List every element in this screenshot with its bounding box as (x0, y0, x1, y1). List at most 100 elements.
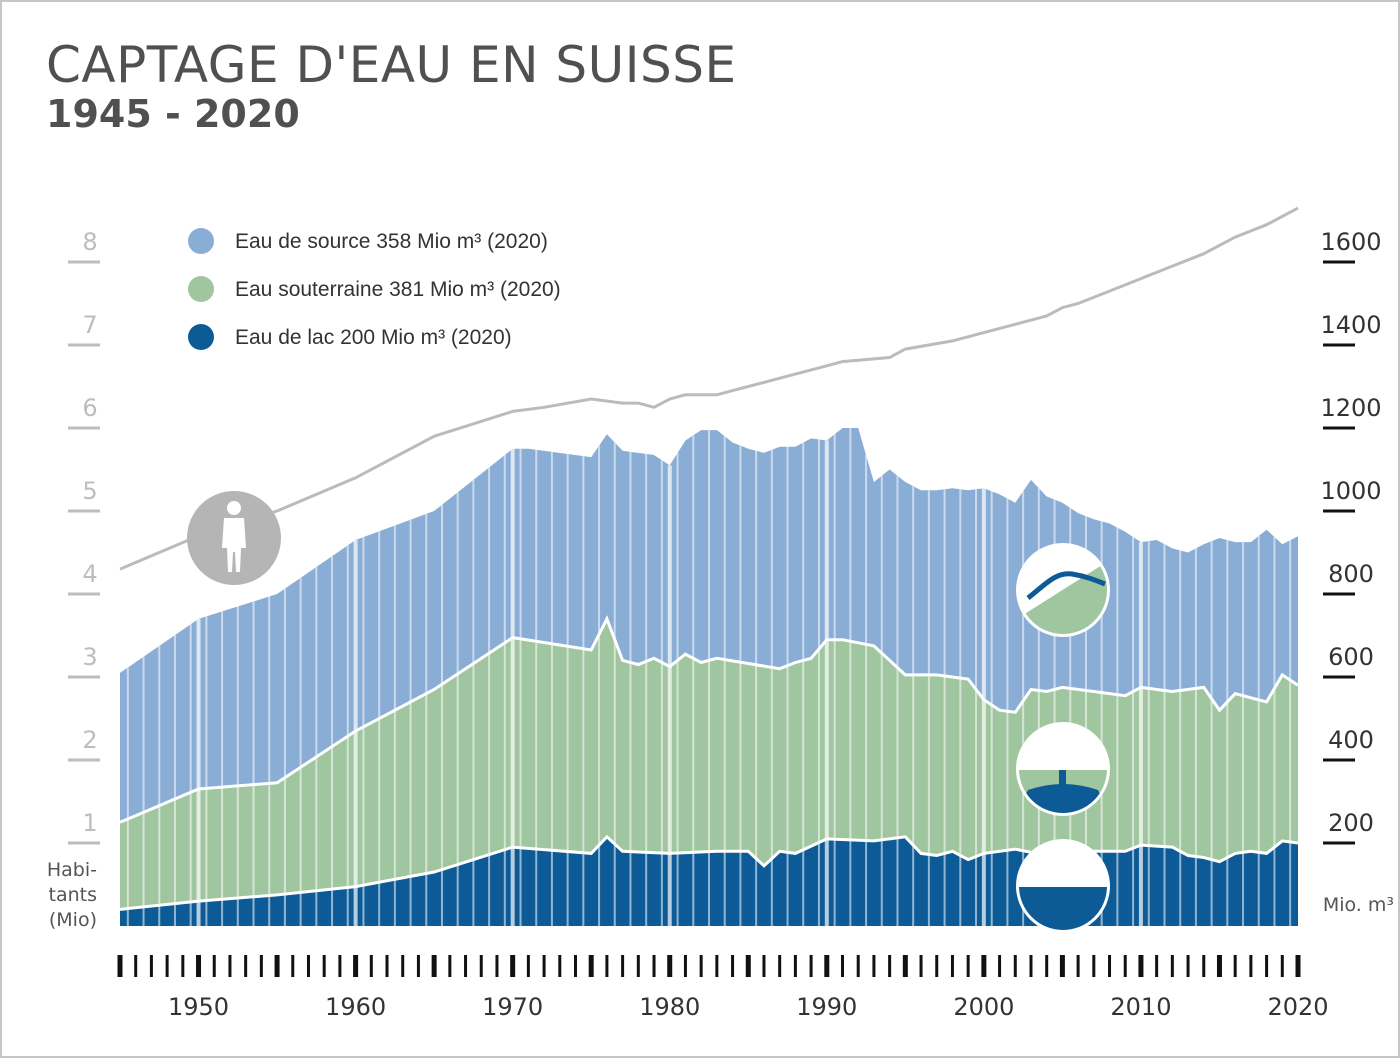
x-tick-mark (1186, 955, 1190, 977)
left-axis-label: tants (49, 884, 97, 906)
legend: Eau de source 358 Mio m³ (2020) Eau soute… (188, 228, 561, 350)
legend-swatch (188, 324, 214, 350)
x-tick-mark (1265, 955, 1269, 977)
x-tick-mark (699, 955, 703, 977)
x-tick-mark (1295, 955, 1301, 977)
x-tick-mark (149, 955, 153, 977)
legend-label: Eau de lac 200 Mio m³ (2020) (235, 326, 512, 349)
legend-label: Eau de source 358 Mio m³ (2020) (235, 230, 548, 253)
x-tick-mark (1249, 955, 1253, 977)
x-tick-mark (385, 955, 389, 977)
boundary-souterraine (119, 615, 1299, 824)
x-tick-label: 2020 (1267, 993, 1328, 1021)
x-tick-mark (652, 955, 656, 977)
x-tick-mark (793, 955, 797, 977)
x-tick-mark (1202, 955, 1206, 977)
x-tick-mark (667, 955, 673, 977)
right-tick-label: 1000 (1320, 477, 1381, 505)
x-tick-mark (526, 955, 530, 977)
right-tick-label: 200 (1328, 809, 1374, 837)
right-tick-label: 1400 (1320, 311, 1381, 339)
x-tick-mark (1092, 955, 1096, 977)
x-tick-mark (479, 955, 483, 977)
x-tick-mark (1138, 955, 1144, 977)
left-tick-label: 3 (82, 643, 97, 671)
x-tick-mark (998, 955, 1002, 977)
population-line (119, 206, 1299, 571)
x-tick-mark (196, 955, 202, 977)
x-tick-label: 1960 (325, 993, 386, 1021)
person-body (222, 518, 246, 572)
x-tick-mark (841, 955, 845, 977)
spring-icon (1016, 543, 1110, 637)
x-tick-mark (872, 955, 876, 977)
x-tick-label: 2010 (1110, 993, 1171, 1021)
x-tick-mark (731, 955, 735, 977)
x-tick-mark (1233, 955, 1237, 977)
x-tick-mark (950, 955, 954, 977)
x-tick-mark (1280, 955, 1284, 977)
x-tick-mark (369, 955, 373, 977)
left-tick-label: 8 (82, 228, 97, 256)
legend-label: Eau souterraine 381 Mio m³ (2020) (235, 278, 561, 301)
right-tick-label: 1200 (1320, 394, 1381, 422)
x-tick-mark (1076, 955, 1080, 977)
chart-subtitle: 1945 - 2020 (46, 92, 300, 136)
left-tick-label: 7 (82, 311, 97, 339)
x-tick-mark (902, 955, 908, 977)
x-tick-mark (228, 955, 232, 977)
left-axis: 1 2 3 4 5 6 7 8 Habi-tants (Mio) (47, 228, 100, 931)
x-tick-label: 1950 (168, 993, 229, 1021)
x-tick-mark (966, 955, 970, 977)
x-tick-mark (778, 955, 782, 977)
spring-stream (1026, 571, 1106, 600)
x-tick-mark (683, 955, 687, 977)
x-tick-mark (573, 955, 577, 977)
x-tick-mark (621, 955, 625, 977)
x-tick-mark (605, 955, 609, 977)
left-tick-label: 6 (82, 394, 97, 422)
left-tick-label: 1 (82, 809, 97, 837)
x-tick-mark (259, 955, 263, 977)
x-tick-mark (338, 955, 342, 977)
boundary-lac (119, 834, 1299, 911)
left-axis-label: Habi- (47, 859, 97, 881)
x-tick-mark (824, 955, 830, 977)
x-tick-mark (401, 955, 405, 977)
x-tick-mark (542, 955, 546, 977)
right-tick-label: 800 (1328, 560, 1374, 588)
spring-hill (1019, 560, 1107, 634)
x-tick-mark (981, 955, 987, 977)
x-tick-mark (274, 955, 280, 977)
x-tick-mark (448, 955, 452, 977)
x-tick-mark (1045, 955, 1049, 977)
x-tick-mark (1170, 955, 1174, 977)
x-tick-mark (431, 955, 437, 977)
x-tick-mark (715, 955, 719, 977)
left-tick-label: 4 (82, 560, 97, 588)
x-tick-mark (1029, 955, 1033, 977)
right-tick-label: 400 (1328, 726, 1374, 754)
x-tick-mark (1059, 955, 1065, 977)
x-tick-mark (291, 955, 295, 977)
x-tick-mark (510, 955, 516, 977)
x-tick-mark (495, 955, 499, 977)
x-tick-mark (1108, 955, 1112, 977)
right-axis-label: Mio. m³ (1323, 894, 1394, 916)
x-tick-mark (117, 955, 123, 977)
x-tick-mark (1013, 955, 1017, 977)
x-tick-mark (212, 955, 216, 977)
lake-icon (1016, 839, 1110, 933)
legend-swatch (188, 276, 214, 302)
x-tick-label: 1980 (639, 993, 700, 1021)
x-tick-mark (306, 955, 310, 977)
chart-title: CAPTAGE D'EAU EN SUISSE (46, 36, 737, 94)
x-tick-label: 1990 (796, 993, 857, 1021)
x-tick-mark (1155, 955, 1159, 977)
right-tick-label: 600 (1328, 643, 1374, 671)
left-axis-label: (Mio) (49, 909, 97, 931)
spring-icon-inner (1019, 560, 1107, 634)
x-tick-mark (888, 955, 892, 977)
